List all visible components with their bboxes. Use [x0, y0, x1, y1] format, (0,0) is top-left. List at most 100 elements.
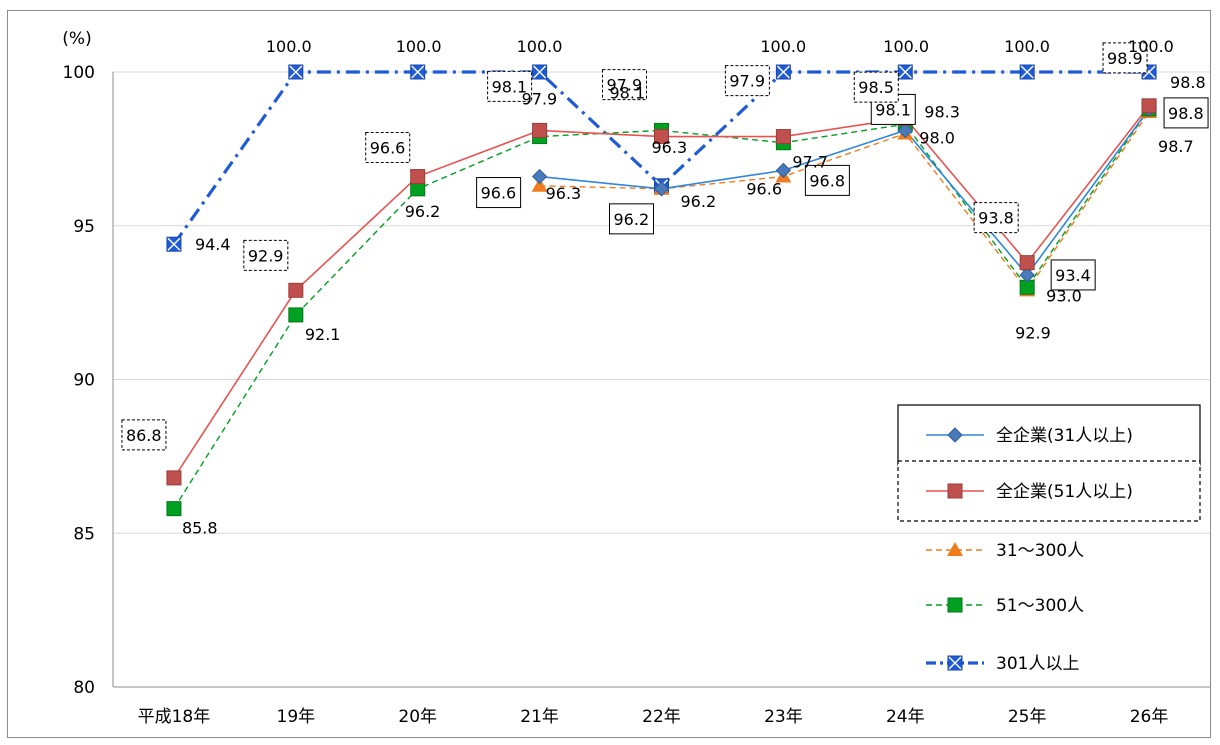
data-label-box [724, 65, 770, 97]
data-label-s51: 98.1 [610, 83, 646, 102]
legend-marker-s31 [947, 542, 963, 556]
x-tick-label: 19年 [277, 707, 316, 727]
legend-label-all51: 全企業(51人以上) [996, 482, 1133, 502]
data-label-box [853, 71, 899, 103]
data-label-box [243, 239, 289, 271]
marker-all51 [1019, 255, 1035, 271]
x-tick-label: 20年 [398, 707, 437, 727]
marker-l301 [775, 64, 791, 80]
x-tick-label: 21年 [520, 707, 559, 727]
data-label-l301: 100.0 [1128, 37, 1174, 56]
marker-all31 [653, 181, 670, 197]
data-label-l301: 100.0 [517, 37, 563, 56]
y-unit-label: (%) [62, 29, 91, 49]
legend-label-s31: 31〜300人 [996, 541, 1084, 561]
marker-all51 [410, 169, 426, 185]
data-label-box [365, 132, 411, 164]
y-tick-label: 95 [73, 217, 95, 237]
data-label-box [609, 203, 654, 235]
x-tick-label: 25年 [1008, 707, 1047, 727]
legend-marker-all31 [947, 427, 963, 443]
marker-all31 [531, 168, 548, 185]
legend-label-l301: 301人以上 [996, 654, 1079, 674]
data-label-box [476, 177, 522, 209]
chart-frame [7, 10, 1211, 738]
legend-marker-all51 [947, 483, 963, 499]
data-label-all51: 93.8 [978, 209, 1014, 228]
marker-cross [776, 65, 790, 79]
data-label-s51: 97.7 [792, 153, 828, 172]
data-label-all51: 98.1 [492, 77, 528, 96]
data-label-all51: 86.8 [126, 426, 162, 445]
data-label-all31: 98.1 [875, 100, 911, 119]
data-label-all31: 96.6 [481, 184, 517, 203]
y-tick-label: 100 [63, 63, 95, 83]
data-label-l301: 100.0 [266, 37, 312, 56]
marker-all31 [775, 162, 792, 179]
marker-cross [533, 65, 547, 79]
marker-l301 [1019, 64, 1035, 80]
marker-cross [167, 237, 181, 251]
data-label-all31: 96.8 [809, 171, 845, 190]
x-tick-label: 24年 [886, 707, 925, 727]
data-label-l301: 100.0 [760, 37, 806, 56]
marker-all31 [1019, 267, 1035, 283]
data-label-box [487, 70, 533, 102]
series-line-s31 [539, 111, 1150, 292]
marker-all51 [775, 129, 791, 145]
data-label-s31: 98.0 [919, 129, 955, 148]
y-tick-label: 85 [73, 524, 95, 544]
y-tick-label: 90 [73, 371, 95, 391]
marker-all51 [1141, 98, 1157, 114]
data-label-all51: 97.9 [607, 76, 643, 95]
data-label-box [121, 419, 167, 451]
x-tick-label: 22年 [642, 707, 681, 727]
marker-s51 [288, 307, 304, 323]
data-label-l301: 96.3 [652, 138, 688, 157]
data-label-all31: 93.4 [1055, 266, 1091, 285]
data-label-all51: 92.9 [248, 246, 284, 265]
marker-all51 [166, 470, 182, 486]
y-tick-label: 80 [73, 678, 95, 698]
marker-s31 [531, 177, 548, 192]
marker-all51 [532, 122, 548, 138]
marker-all31 [897, 122, 913, 139]
data-label-l301: 100.0 [396, 37, 442, 56]
data-label-all31: 98.8 [1168, 104, 1204, 123]
legend-label-all31: 全企業(31人以上) [996, 426, 1133, 446]
legend: 全企業(31人以上) 全企業(51人以上) 31〜300人 51〜300人 301人以上 [897, 404, 1201, 674]
axes: 80 85 90 95 100 (%) 平成18年 19年 20年 21年 22年 23年 24年 25年… [62, 29, 1210, 727]
data-label-l301: 100.0 [883, 37, 929, 56]
data-label-s51: 98.3 [924, 102, 960, 121]
data-label-s51: 85.8 [182, 519, 218, 538]
series-line-all31 [539, 108, 1150, 277]
data-label-s31: 96.2 [681, 192, 717, 211]
marker-l301 [897, 64, 913, 80]
marker-all51 [654, 129, 669, 145]
data-label-box [1102, 42, 1148, 74]
data-label-all31: 96.2 [614, 210, 650, 229]
data-label-box [602, 69, 647, 101]
marker-cross [948, 656, 962, 670]
marker-l301 [532, 64, 548, 80]
marker-cross [898, 65, 912, 79]
marker-l301 [410, 64, 426, 80]
data-label-s51: 92.1 [305, 325, 341, 344]
data-label-s31: 92.9 [1015, 323, 1051, 342]
data-label-all51: 96.6 [370, 139, 406, 158]
legend-marker-s51 [947, 597, 963, 613]
data-label-box [973, 202, 1019, 234]
data-label-box [1163, 97, 1209, 129]
legend-marker-l301 [947, 655, 963, 671]
data-labels: 96.6 96.2 96.8 98.1 93.4 98.8 86.8 92.9 96.6 98.1… [121, 37, 1209, 538]
data-label-s51: 93.0 [1046, 286, 1082, 305]
data-label-s31: 96.6 [746, 180, 782, 199]
marker-l301 [288, 64, 304, 80]
marker-cross [1020, 65, 1034, 79]
data-label-s51: 96.2 [405, 202, 441, 221]
data-label-s51: 97.9 [522, 90, 558, 109]
data-label-all51: 98.5 [858, 78, 894, 97]
x-tick-label: 26年 [1130, 707, 1169, 727]
data-label-all51: 98.9 [1107, 49, 1143, 68]
